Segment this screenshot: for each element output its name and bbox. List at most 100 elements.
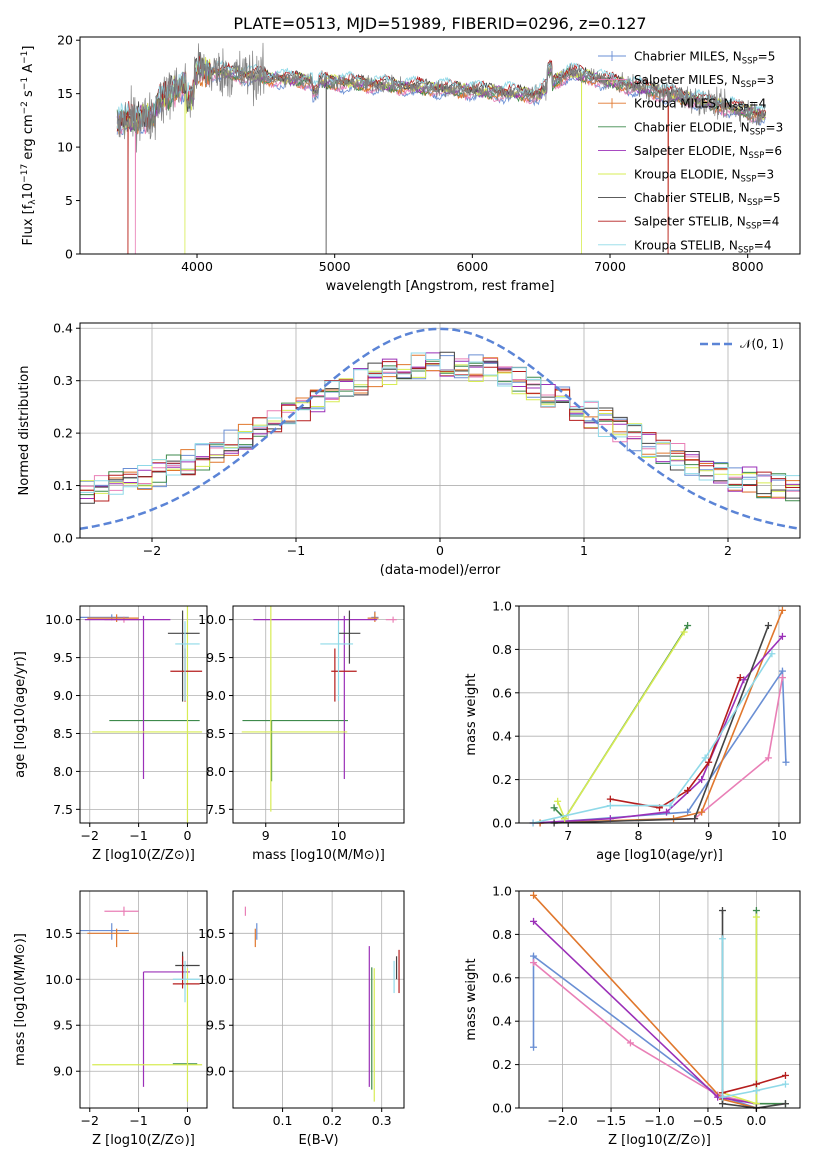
chart-title: PLATE=0513, MJD=51989, FIBERID=0296, z=0…	[233, 14, 646, 33]
massweight-marker	[781, 1080, 789, 1088]
axes-frame	[79, 890, 208, 1109]
legend-label-sub: SSP	[746, 222, 762, 232]
legend-label-suffix: =3	[756, 168, 774, 182]
massweight-marker	[554, 797, 562, 805]
massweight-marker	[782, 758, 790, 766]
x-tick-label: 0.3	[372, 1113, 392, 1128]
axes-frame	[79, 605, 208, 824]
x-tick-label: −1	[287, 543, 305, 558]
x-tick-label: 10	[771, 828, 787, 843]
massweight-line	[540, 610, 784, 824]
y-tick-label: 10.0	[45, 612, 73, 627]
y-tick-label: 9.5	[206, 650, 226, 665]
y-axis-label-part: −2	[20, 101, 30, 114]
panel-massweight-vs-age: 7 8 9 10 0.0 0.2 0.4 0.6 0.8 1.0 age [log10(age/yr…	[464, 599, 801, 863]
errorbar-point	[170, 648, 203, 702]
y-axis-label-part: λ	[28, 199, 38, 205]
y-tick-label: 0.4	[53, 321, 73, 336]
y-tick-label: 0.4	[492, 729, 512, 744]
panel-residual-histogram: −2 −1 0 1 2 0.0 0.1 0.2 0.3 0.4 (data-model)/error…	[17, 321, 801, 578]
axes-frame	[232, 890, 405, 1109]
massweight-marker	[740, 676, 748, 684]
y-axis-label-part: erg cm	[21, 114, 36, 163]
legend-label-name: Salpeter ELODIE, N	[634, 144, 748, 158]
y-tick-label: 0.0	[492, 1101, 512, 1116]
x-tick-label: −2	[143, 543, 161, 558]
histogram-plot-area	[80, 327, 800, 538]
y-tick-label: 10.5	[198, 926, 226, 941]
y-tick-label: 7.5	[53, 802, 73, 817]
y-axis-label-part: ]	[21, 46, 36, 51]
errorbar-point	[367, 612, 379, 622]
y-axis-label: mass weight	[464, 958, 479, 1040]
massweight-plot-area	[529, 606, 790, 827]
massweight-marker	[530, 1043, 538, 1051]
massweight-marker	[684, 786, 692, 794]
legend-label-suffix: =6	[764, 144, 782, 158]
massweight-line	[610, 677, 742, 809]
x-tick-label: 6000	[456, 259, 488, 274]
massweight-plot-area	[530, 891, 789, 1112]
y-tick-label: 0.2	[53, 426, 73, 441]
panel-massweight-vs-metallicity: −2.0 −1.5 −1.0 −0.5 0.0 0.0 0.2 0.4 0.6 0.8 1.0 Z […	[464, 884, 801, 1148]
massweight-line	[722, 917, 758, 1105]
y-tick-label: 0.0	[492, 816, 512, 831]
y-axis-label: Normed distribution	[17, 366, 32, 496]
errorbar-point	[175, 621, 200, 701]
y-tick-label: 0.2	[492, 1057, 512, 1072]
errorbar-point	[92, 968, 203, 1102]
errorbar-point	[385, 616, 397, 623]
errorbar-point	[338, 610, 361, 664]
y-tick-label: 10.5	[45, 926, 73, 941]
errorbar-plot-area	[80, 606, 203, 823]
y-tick-label: 1.0	[492, 884, 512, 899]
massweight-marker	[663, 808, 671, 816]
massweight-line	[532, 635, 783, 824]
legend-label: Chabrier MILES, NSSP=5	[634, 50, 775, 67]
y-axis-label-part: Flux [f	[21, 204, 36, 245]
massweight-marker	[606, 802, 614, 810]
x-axis-label: wavelength [Angstrom, rest frame]	[326, 279, 555, 294]
massweight-marker	[684, 622, 692, 630]
massweight-marker	[718, 907, 726, 915]
y-axis-label-part: A	[21, 64, 36, 77]
massweight-marker	[718, 1093, 726, 1101]
y-axis-label-part: s	[21, 90, 36, 101]
legend-label-name: Kroupa ELODIE, N	[634, 168, 741, 182]
y-axis-label-part: −17	[20, 164, 30, 183]
massweight-marker	[684, 808, 692, 816]
x-tick-label: 0	[183, 1113, 191, 1128]
y-axis-label: Flux [fλ10−17 erg cm−2 s−1 A−1]	[20, 46, 38, 246]
massweight-marker	[626, 1039, 634, 1047]
y-tick-label: 0.6	[492, 970, 512, 985]
y-tick-label: 0	[65, 247, 73, 262]
x-tick-label: −1	[129, 1113, 147, 1128]
massweight-marker	[781, 1100, 789, 1108]
spectrum-plot-area	[116, 42, 766, 254]
y-tick-label: 9.5	[53, 1018, 73, 1033]
legend-label: 𝒩(0, 1)	[740, 337, 784, 351]
legend-label: Kroupa ELODIE, NSSP=3	[634, 168, 774, 185]
errorbar-point	[142, 971, 190, 1087]
axes-frame	[79, 36, 801, 255]
y-axis-label-part: −1	[20, 77, 30, 90]
massweight-marker	[718, 935, 726, 943]
errorbar-point	[104, 906, 139, 916]
y-axis-label: age [log10(age/yr)]	[13, 651, 28, 778]
y-tick-label: 10.0	[198, 612, 226, 627]
legend-label-name: Chabrier MILES, N	[634, 50, 742, 64]
x-axis-label: Z [log10(Z/Z⊙)]	[92, 1133, 195, 1148]
legend-label: Kroupa MILES, NSSP=4	[634, 97, 766, 114]
massweight-marker	[781, 1071, 789, 1079]
errorbar-point	[241, 606, 348, 812]
y-tick-label: 9.0	[53, 688, 73, 703]
legend-label-suffix: =5	[763, 191, 781, 205]
panel-age-vs-metallicity: −2 −1 0 7.5 8.0 8.5 9.0 9.5 10.0 Z [log10(Z/Z⊙)] a…	[13, 605, 208, 863]
legend-label-sub: SSP	[750, 127, 766, 137]
y-tick-label: 10.0	[198, 972, 226, 987]
y-tick-label: 1.0	[492, 599, 512, 614]
massweight-marker	[701, 754, 709, 762]
massweight-marker	[736, 674, 744, 682]
y-tick-label: 8.0	[53, 764, 73, 779]
errorbar-plot-area	[244, 906, 400, 1102]
